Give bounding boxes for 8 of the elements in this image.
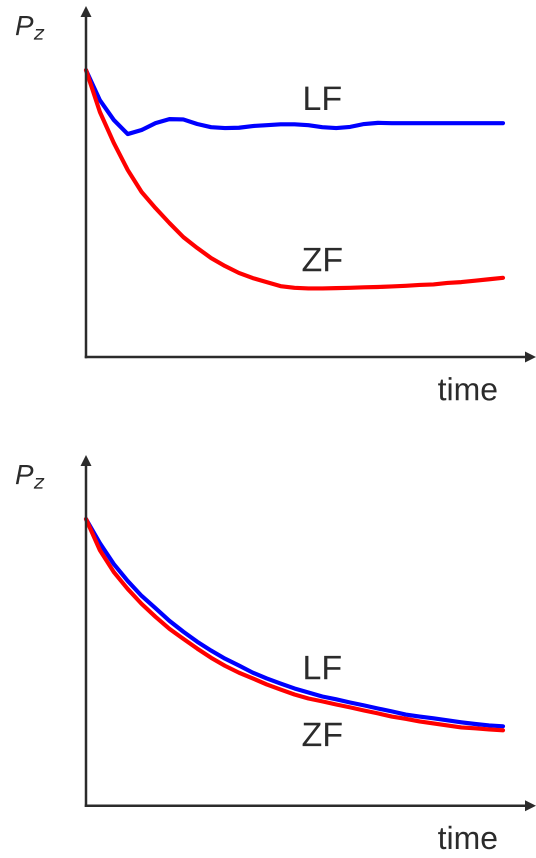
series-label: LF — [305, 86, 341, 110]
x-axis-title: time — [438, 826, 497, 850]
series-label: ZF — [302, 248, 342, 272]
x-axis-title: time — [438, 377, 497, 401]
y-axis-title: P$_{z}$ — [16, 465, 44, 489]
series-label: LF — [305, 656, 341, 680]
series-label: ZF — [302, 722, 342, 746]
y-axis-title: P$_{z}$ — [16, 16, 44, 40]
